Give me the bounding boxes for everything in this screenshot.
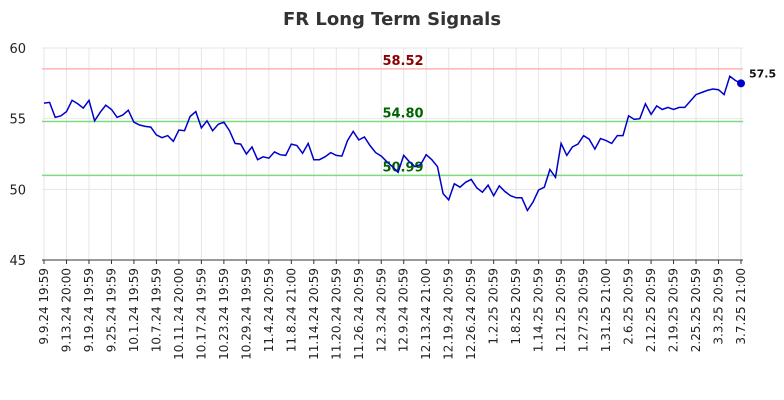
y-tick-label: 55 [9,113,26,128]
y-tick-label: 60 [9,42,26,57]
x-tick-label: 12.3.24 20:59 [374,268,388,352]
x-tick-label: 11.8.24 21:00 [284,268,298,352]
y-tick-label: 50 [9,183,26,198]
x-tick-label: 10.1.24 19:59 [127,268,141,352]
signal-levels: 58.52 54.80 50.99 [42,54,743,177]
x-tick-label: 1.14.25 20:59 [532,268,546,352]
x-tick-label: 11.14.24 20:59 [307,268,321,360]
y-tick-label: 45 [9,254,26,269]
x-tick-label: 9.19.24 19:59 [82,268,96,352]
x-tick-label: 1.8.25 20:59 [509,268,523,345]
signal-level-label: 54.80 [382,106,423,121]
x-tick-label: 10.23.24 19:59 [217,268,231,360]
x-tick-label: 12.26.24 20:59 [464,268,478,360]
x-tick-label: 10.7.24 19:59 [149,268,163,352]
signal-level-label: 58.52 [382,54,423,69]
x-tick-label: 1.31.25 21:00 [599,268,613,352]
x-tick-label: 1.21.25 20:59 [554,268,568,352]
x-tick-label: 2.6.25 20:59 [622,268,636,345]
x-tick-label: 9.25.24 19:59 [104,268,118,352]
x-tick-label: 1.2.25 20:59 [487,268,501,345]
x-tick-label: 11.20.24 20:59 [329,268,343,360]
x-tick-label: 12.19.24 20:59 [442,268,456,360]
x-axis-ticks: 9.9.24 19:59 9.13.24 20:00 9.19.24 19:59 9.… [37,260,748,360]
x-tick-label: 12.13.24 21:00 [419,268,433,360]
last-point-marker [737,79,745,88]
price-series-line [43,75,742,213]
x-tick-label: 3.3.25 20:59 [712,268,726,345]
x-tick-label: 12.9.24 20:59 [397,268,411,352]
x-tick-label: 9.13.24 20:00 [59,268,73,352]
x-tick-label: 1.27.25 20:59 [577,268,591,352]
x-tick-label: 2.19.25 20:59 [667,268,681,352]
x-tick-label: 2.25.25 20:59 [689,268,703,352]
x-tick-label: 3.7.25 21:00 [734,268,748,345]
x-tick-label: 11.26.24 20:59 [352,268,366,360]
grid [42,47,743,260]
x-tick-label: 10.11.24 20:00 [172,268,186,360]
x-tick-label: 11.4.24 20:59 [262,268,276,352]
x-tick-label: 10.29.24 19:59 [239,268,253,360]
y-axis-ticks: 45 50 55 60 [9,42,26,269]
x-tick-label: 2.12.25 20:59 [644,268,658,352]
signal-level-label: 50.99 [382,160,423,175]
chart-title: FR Long Term Signals [283,9,501,30]
last-value-label: 57.5 [749,67,776,80]
x-tick-label: 9.9.24 19:59 [37,268,51,345]
x-tick-label: 10.17.24 19:59 [194,268,208,360]
